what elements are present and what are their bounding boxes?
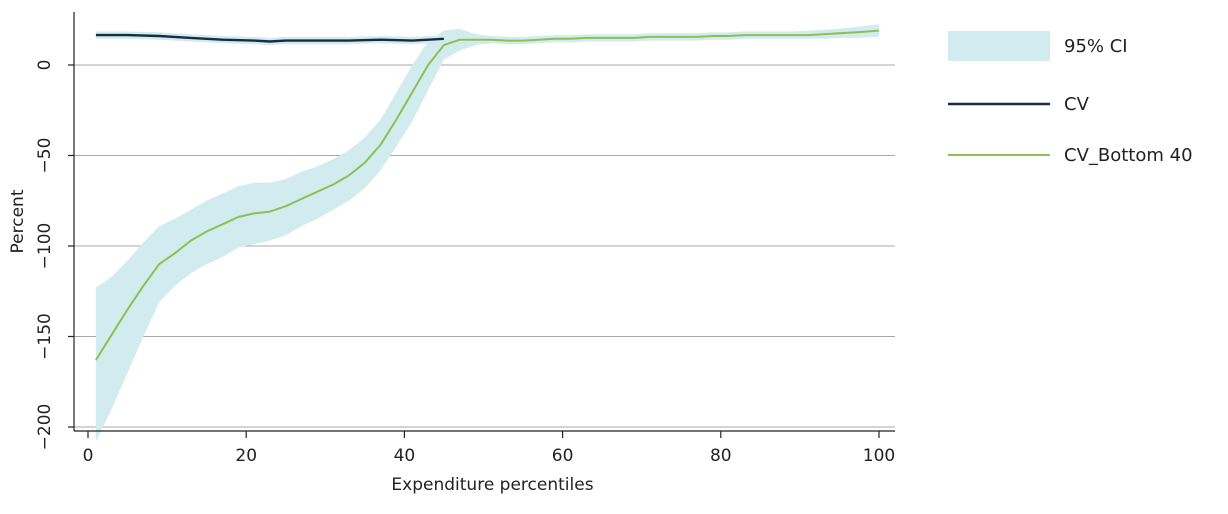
x-axis-ticks: 0 20 40 60 80 100 (83, 431, 896, 466)
x-tick-label: 20 (235, 446, 257, 466)
series-line-cv-bottom-40 (96, 31, 879, 360)
y-axis-ticks: 0 −50 −100 −150 −200 (35, 60, 74, 451)
y-tick-label: −200 (35, 404, 55, 451)
series-lines (96, 31, 879, 360)
ci-bands (96, 24, 879, 441)
y-tick-label: 0 (35, 60, 55, 71)
y-tick-label: −50 (35, 138, 55, 174)
x-tick-label: 100 (863, 446, 895, 466)
x-tick-label: 80 (710, 446, 732, 466)
y-tick-label: −100 (35, 223, 55, 270)
x-tick-label: 0 (83, 446, 94, 466)
x-axis-title: Expenditure percentiles (391, 475, 593, 495)
y-tick-label: −150 (35, 313, 55, 360)
legend-item: 95% CI (948, 31, 1128, 61)
legend-item: CV (948, 94, 1090, 115)
legend: 95% CI CV CV_Bottom 40 (948, 31, 1193, 166)
legend-label: CV (1064, 94, 1090, 115)
legend-item: CV_Bottom 40 (948, 145, 1193, 166)
legend-label: CV_Bottom 40 (1064, 145, 1193, 166)
x-tick-label: 60 (552, 446, 574, 466)
ci-band (96, 32, 444, 46)
x-tick-label: 40 (394, 446, 416, 466)
legend-swatch (948, 31, 1050, 61)
legend-label: 95% CI (1064, 36, 1128, 57)
ci-band (96, 24, 879, 441)
y-axis-title: Percent (8, 189, 28, 253)
